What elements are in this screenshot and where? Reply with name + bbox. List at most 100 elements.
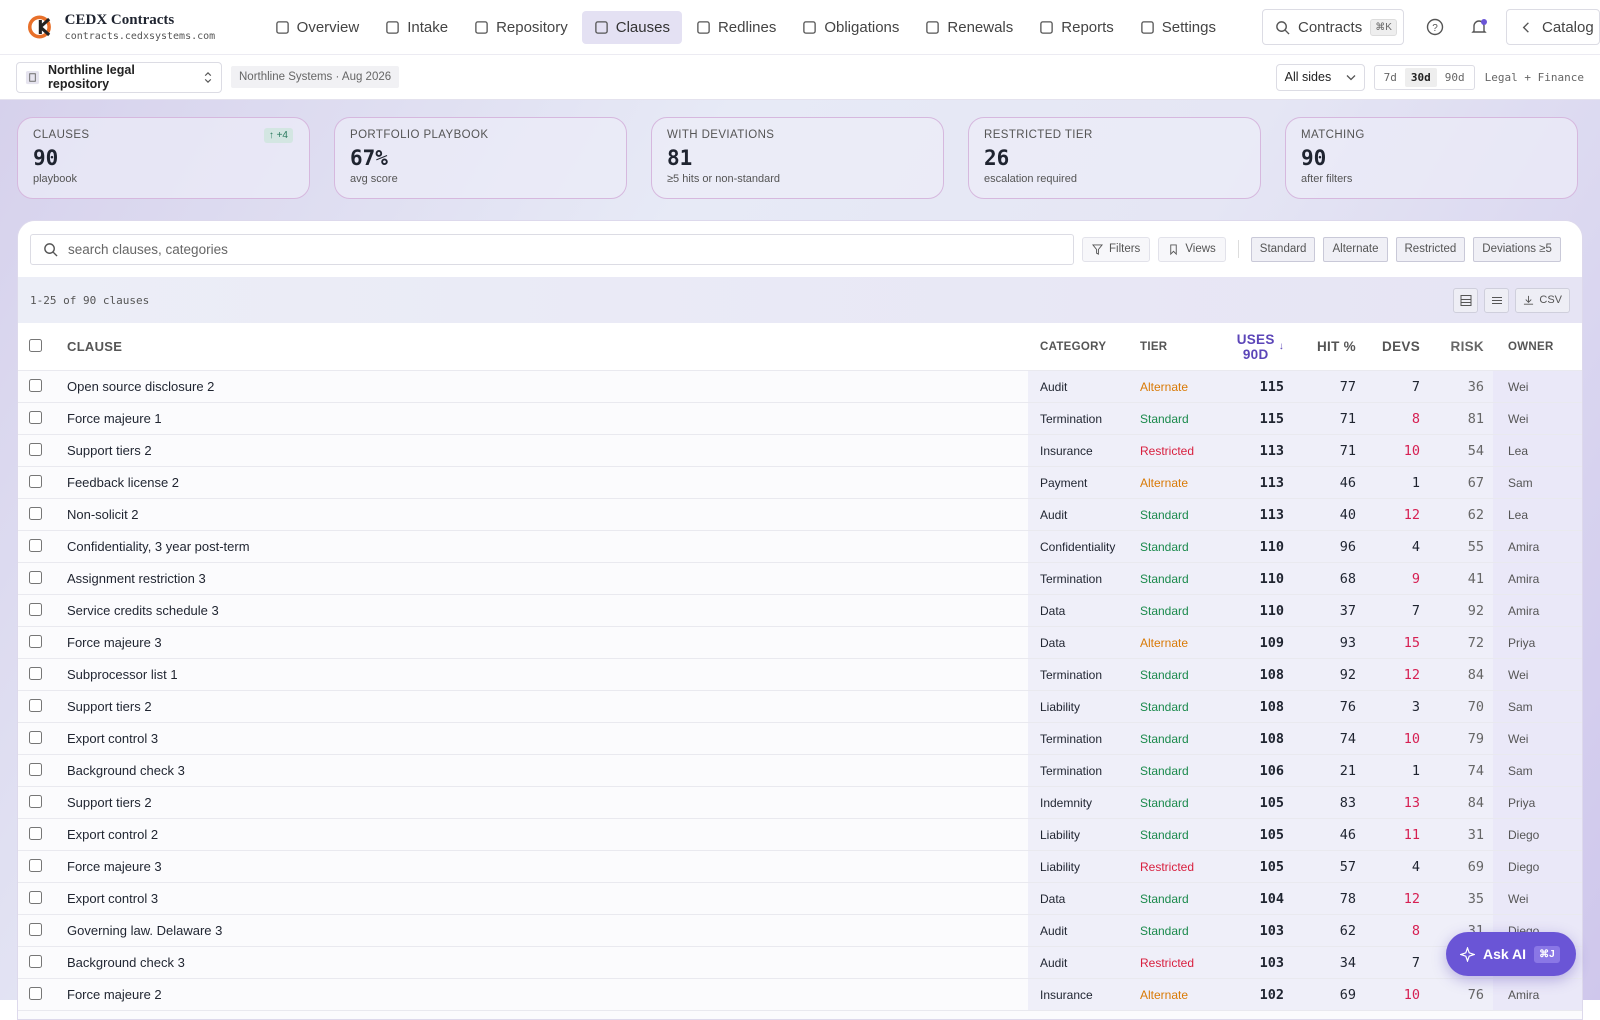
row-checkbox[interactable] [29, 698, 42, 712]
row-checkbox[interactable] [29, 794, 42, 808]
table-row[interactable]: Force majeure 3 Liability Restricted 105 57 4… [18, 851, 1582, 883]
uses-90d-cell: 105 [1228, 787, 1293, 818]
search-icon [1276, 20, 1290, 35]
clause-name-cell: Support tiers 2 [54, 699, 1028, 714]
side-filter[interactable]: All sides [1275, 63, 1365, 91]
nav-icon [594, 20, 608, 34]
row-checkbox[interactable] [29, 474, 42, 488]
ask-ai-button[interactable]: Ask AI ⌘J [1446, 932, 1576, 976]
row-checkbox[interactable] [29, 890, 42, 904]
range-option[interactable]: 30d [1404, 67, 1437, 87]
sliders-icon [1491, 296, 1502, 304]
deviations-cell: 9 [1363, 563, 1428, 594]
table-row[interactable]: Feedback license 2 Payment Alternate 113 46 1… [18, 467, 1582, 499]
nav-item[interactable]: Obligations [790, 11, 911, 44]
range-option[interactable]: 7d [1383, 70, 1397, 84]
category-cell: Data [1028, 883, 1128, 914]
catalog-button[interactable]: Catalog [1506, 9, 1600, 45]
row-checkbox[interactable] [29, 954, 42, 968]
uses-90d: 103 [1259, 954, 1284, 971]
filter-chip[interactable]: Deviations ≥5 [1473, 236, 1561, 262]
owner: Priya [1508, 795, 1536, 810]
hit-rate-cell: 71 [1293, 403, 1363, 434]
nav-item[interactable]: Redlines [684, 11, 788, 44]
nav-item[interactable]: Repository [462, 11, 580, 44]
column-header[interactable]: TIER [1128, 323, 1228, 370]
filters-button[interactable]: Filters [1082, 236, 1151, 262]
row-checkbox[interactable] [29, 538, 42, 552]
filter-chip[interactable]: Restricted [1395, 236, 1466, 262]
owner: Amira [1508, 987, 1540, 1002]
category: Insurance [1040, 443, 1093, 458]
row-checkbox[interactable] [29, 922, 42, 936]
nav-item[interactable]: Renewals [913, 11, 1025, 44]
range-option[interactable]: 90d [1444, 70, 1465, 84]
owner: Diego [1508, 859, 1540, 874]
row-checkbox[interactable] [29, 826, 42, 840]
table-row[interactable]: Export control 3 Data Standard 104 78 12 35 Wei [18, 883, 1582, 915]
notifications-icon[interactable] [1470, 18, 1488, 36]
row-checkbox[interactable] [29, 570, 42, 584]
column-header[interactable]: HIT % [1293, 323, 1363, 370]
row-checkbox[interactable] [29, 506, 42, 520]
uses-90d: 102 [1259, 986, 1284, 1003]
table-row[interactable]: Confidentiality, 3 year post-term Confide… [18, 531, 1582, 563]
nav-item[interactable]: Overview [263, 11, 372, 44]
table-row[interactable]: Support tiers 2 Insurance Restricted 113 71 1… [18, 435, 1582, 467]
risk-score: 41 [1467, 570, 1484, 587]
column-header[interactable]: DEVS [1363, 323, 1428, 370]
column-header[interactable]: OWNER [1493, 323, 1582, 370]
row-checkbox[interactable] [29, 762, 42, 776]
table-row[interactable]: Force majeure 3 Data Alternate 109 93 15 72 Pri… [18, 627, 1582, 659]
table-row[interactable]: Non-solicit 2 Audit Standard 113 40 12 62 Lea [18, 499, 1582, 531]
uses-90d: 110 [1259, 602, 1284, 619]
table-row[interactable]: Background check 3 Termination Standard 106… [18, 755, 1582, 787]
density-button[interactable] [1453, 287, 1479, 313]
nav-item[interactable]: Settings [1128, 11, 1228, 44]
row-checkbox[interactable] [29, 338, 42, 352]
row-checkbox[interactable] [29, 410, 42, 424]
logo-ring [28, 15, 51, 39]
table-row[interactable]: Service credits schedule 3 Data Standard 11… [18, 595, 1582, 627]
deviations-cell: 10 [1363, 435, 1428, 466]
help-icon[interactable]: ? [1426, 18, 1444, 36]
nav-item[interactable]: Intake [373, 11, 460, 44]
row-checkbox[interactable] [29, 986, 42, 1000]
nav-item[interactable]: Reports [1027, 11, 1126, 44]
nav-icon [697, 20, 710, 34]
row-checkbox[interactable] [29, 378, 42, 392]
repository-select[interactable]: Northline legal repository [16, 61, 222, 93]
column-header[interactable]: RISK [1428, 323, 1493, 370]
row-checkbox[interactable] [29, 634, 42, 648]
filter-chip[interactable]: Standard [1250, 236, 1316, 262]
export-button[interactable]: CSV [1515, 287, 1570, 313]
table-row[interactable]: Force majeure 2 Insurance Alternate 102 69 10… [18, 979, 1582, 1011]
hit-rate: 74 [1339, 730, 1356, 747]
category: Payment [1040, 475, 1088, 490]
views-button[interactable]: Views [1158, 236, 1226, 262]
table-row[interactable]: Assignment restriction 3 Termination Stand… [18, 563, 1582, 595]
row-checkbox[interactable] [29, 858, 42, 872]
table-row[interactable]: Open source disclosure 2 Audit Alternate 11… [18, 371, 1582, 403]
row-checkbox[interactable] [29, 442, 42, 456]
search-button[interactable]: Contracts ⌘K [1262, 9, 1404, 45]
table-row[interactable]: Subprocessor list 1 Termination Standard 10… [18, 659, 1582, 691]
search-input[interactable]: search clauses, categories [30, 233, 1074, 265]
table-row[interactable]: Export control 3 Termination Standard 108 74… [18, 723, 1582, 755]
table-row[interactable]: Support tiers 2 Indemnity Standard 105 83 13 8… [18, 787, 1582, 819]
row-checkbox[interactable] [29, 602, 42, 616]
filter-chip[interactable]: Alternate [1323, 236, 1388, 262]
column-header[interactable]: CLAUSE [54, 339, 1028, 354]
hit-rate: 21 [1339, 762, 1356, 779]
row-checkbox[interactable] [29, 666, 42, 680]
column-header[interactable]: CATEGORY [1028, 323, 1128, 370]
table-row[interactable]: Export control 2 Liability Standard 105 46 11… [18, 819, 1582, 851]
column-header[interactable]: USES 90D ↓ [1228, 323, 1293, 370]
table-row[interactable]: Force majeure 1 Termination Standard 115 71 8… [18, 403, 1582, 435]
nav-item[interactable]: Clauses [581, 10, 682, 44]
columns-button[interactable] [1484, 287, 1510, 313]
row-checkbox[interactable] [29, 730, 42, 744]
table-row[interactable]: Support tiers 2 Liability Standard 108 76 3 70… [18, 691, 1582, 723]
table-row[interactable]: Governing law. Delaware 3 Audit Standard 10… [18, 915, 1582, 947]
table-row[interactable]: Background check 3 Audit Restricted 103 34 7 [18, 947, 1582, 979]
